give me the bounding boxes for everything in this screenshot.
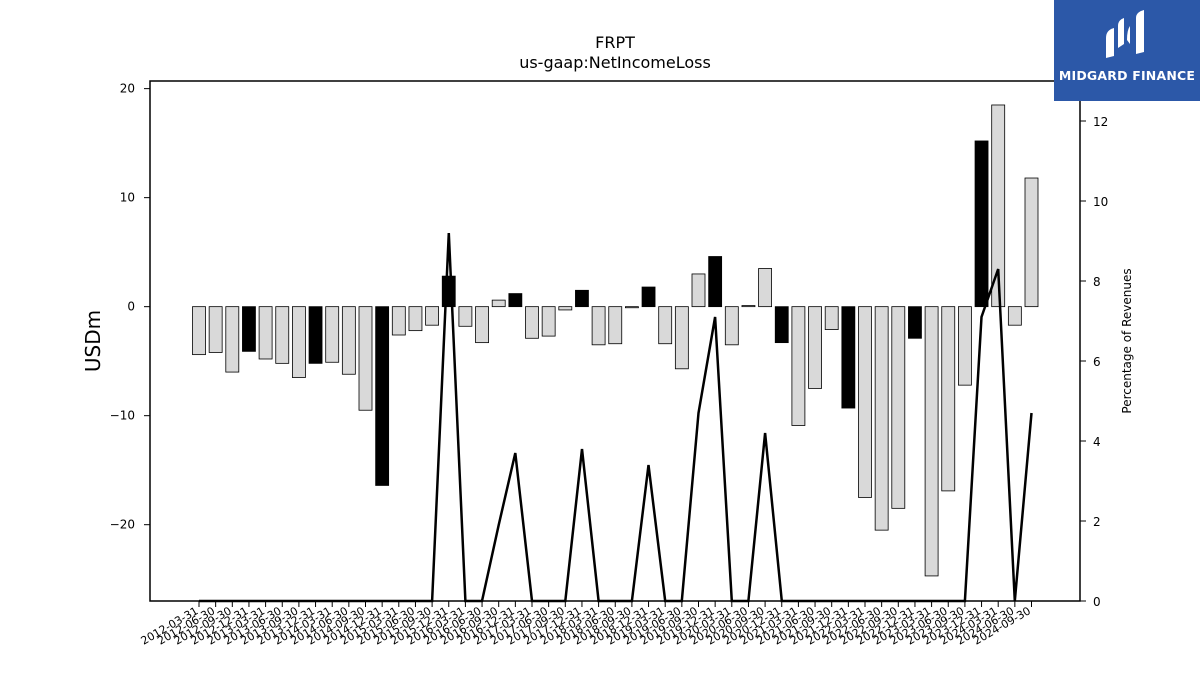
bar-2024-09-30: [1024, 177, 1039, 308]
line-revenue-pct: [199, 232, 1033, 603]
bar-2013-09-30: [291, 306, 306, 378]
bar-2019-09-30: [691, 273, 706, 308]
logo-text: MIDGARD FINANCE: [1058, 68, 1196, 83]
bar-2014-06-30: [341, 306, 356, 375]
y-axis-left: −20 −10 0 10 20: [110, 82, 150, 532]
bar-2020-06-30: [741, 305, 756, 308]
bar-2019-12-31: [708, 256, 723, 308]
y-tick-label: 0: [127, 300, 135, 314]
y2-tick-label: 10: [1093, 195, 1108, 209]
y2-axis-label: Percentage of Revenues: [1120, 268, 1134, 413]
bar-2015-09-30: [425, 306, 440, 326]
bar-2016-03-31: [458, 306, 473, 327]
bar-2017-06-30: [541, 306, 556, 337]
bar-2012-06-30: [208, 306, 223, 353]
bar-series: [192, 104, 1039, 577]
bar-2021-03-31: [791, 306, 806, 426]
bar-2024-06-30: [1007, 306, 1022, 326]
bar-2012-12-31: [242, 306, 256, 352]
bar-2023-09-30: [958, 306, 972, 386]
bar-2019-03-31: [658, 306, 673, 345]
bar-2020-09-30: [758, 268, 772, 308]
y2-tick-label: 6: [1093, 355, 1101, 369]
bar-2023-06-30: [941, 306, 956, 492]
bar-2017-12-31: [575, 289, 589, 308]
y2-tick-label: 2: [1093, 515, 1101, 529]
brand-logo: MIDGARD FINANCE: [1054, 0, 1200, 101]
bar-2013-03-31: [258, 306, 273, 360]
bar-2022-03-31: [858, 306, 872, 498]
revenue-pct-line: [199, 232, 1033, 603]
bar-2014-12-31: [375, 306, 390, 486]
bar-2024-03-31: [991, 104, 1006, 308]
bar-2015-03-31: [391, 306, 406, 336]
bar-2015-06-30: [408, 306, 423, 332]
bar-2020-12-31: [774, 306, 789, 344]
bar-2012-09-30: [225, 306, 240, 373]
bar-2022-09-30: [891, 306, 906, 509]
bar-2017-03-31: [525, 306, 539, 339]
y-tick-label: 20: [120, 82, 135, 96]
bar-2023-12-31: [974, 140, 989, 308]
y-tick-label: 10: [120, 191, 135, 205]
chart-subtitle: us-gaap:NetIncomeLoss: [519, 53, 711, 72]
bar-2022-12-31: [908, 306, 922, 339]
bar-2021-12-31: [841, 306, 856, 409]
bar-2014-03-31: [325, 306, 340, 363]
bar-2016-09-30: [491, 299, 506, 308]
bar-2017-09-30: [558, 306, 573, 311]
y-axis-right: 0 2 4 6 8 10 12: [1080, 115, 1108, 609]
bar-2018-06-30: [608, 306, 623, 345]
bar-2013-12-31: [308, 306, 323, 364]
logo-mark-icon: [1106, 10, 1144, 58]
bar-2016-12-31: [508, 293, 523, 308]
bar-2015-12-31: [441, 275, 456, 308]
bar-2016-06-30: [475, 306, 489, 344]
bar-2018-09-30: [625, 306, 639, 309]
bar-2013-06-30: [275, 306, 290, 364]
bar-2018-12-31: [641, 286, 656, 308]
y2-tick-label: 0: [1093, 595, 1101, 609]
y2-tick-label: 12: [1093, 115, 1108, 129]
y2-tick-label: 4: [1093, 435, 1101, 449]
bar-2023-03-31: [924, 306, 939, 577]
y2-tick-label: 8: [1093, 275, 1101, 289]
y-tick-label: −20: [110, 518, 135, 532]
bar-2022-06-30: [874, 306, 889, 531]
y-tick-label: −10: [110, 409, 135, 423]
bar-2021-09-30: [824, 306, 839, 330]
x-axis: 2012-03-312012-06-302012-09-302012-12-31…: [139, 601, 1033, 648]
chart-title: FRPT: [595, 33, 635, 52]
bar-2012-03-31: [192, 306, 206, 356]
bar-2021-06-30: [808, 306, 822, 389]
bar-2019-06-30: [674, 306, 689, 370]
bar-2020-03-31: [724, 306, 739, 346]
y-axis-label: USDm: [81, 310, 105, 372]
bar-2018-03-31: [591, 306, 606, 346]
bar-2014-09-30: [358, 306, 373, 411]
